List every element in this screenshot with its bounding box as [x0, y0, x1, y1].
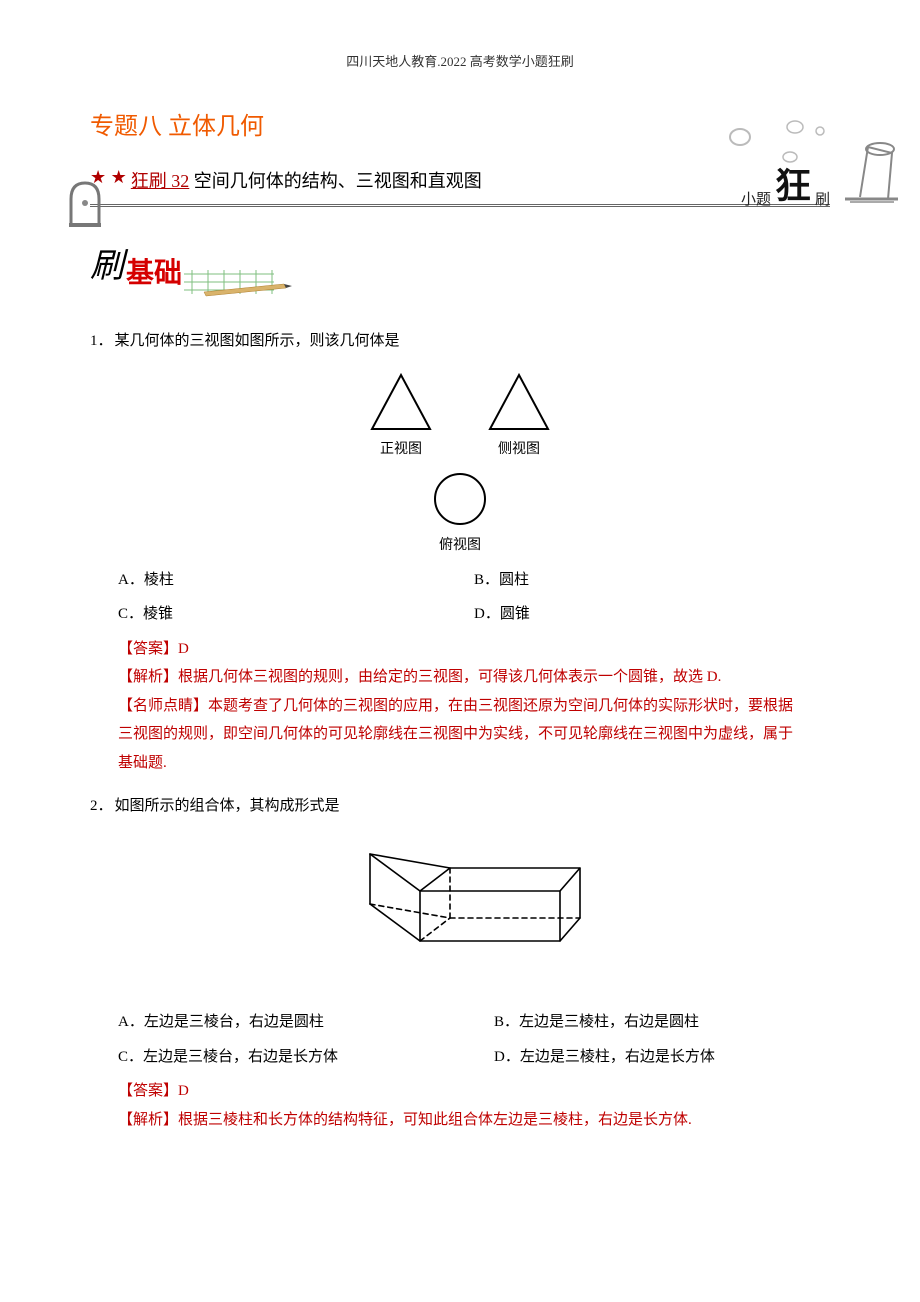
- side-view-triangle-icon: [484, 371, 554, 433]
- q1-answer: 【答案】D: [118, 635, 830, 664]
- page-header: 四川天地人教育.2022 高考数学小题狂刷: [90, 50, 830, 75]
- q2-opt-a: A．左边是三棱台，右边是圆柱: [118, 1008, 454, 1037]
- lamp-deco-icon: [720, 107, 900, 207]
- section-label: 刷 基础: [90, 235, 294, 300]
- q1-opt-d: D．圆锥: [474, 600, 830, 629]
- grid-pencil-icon: [184, 268, 294, 298]
- q2-figure: [90, 836, 830, 997]
- top-view-circle-icon: [430, 469, 490, 529]
- q2-answer: 【答案】D: [118, 1077, 830, 1106]
- q1-solution-4: 基础题.: [118, 749, 830, 778]
- q1-solution-2: 【名师点睛】本题考查了几何体的三视图的应用，在由三视图还原为空间几何体的实际形状…: [118, 692, 830, 721]
- q2-opt-b: B．左边是三棱柱，右边是圆柱: [494, 1008, 830, 1037]
- q1-solution-1: 【解析】根据几何体三视图的规则，由给定的三视图，可得该几何体表示一个圆锥，故选 …: [118, 663, 830, 692]
- subtitle-link: 狂刷 32: [131, 171, 190, 191]
- front-view-label: 正视图: [380, 437, 422, 464]
- q1-stem: 1．某几何体的三视图如图所示，则该几何体是: [90, 327, 830, 356]
- composite-solid-icon: [330, 836, 590, 986]
- q2-opt-c: C．左边是三棱台，右边是长方体: [118, 1043, 454, 1072]
- side-view-label: 侧视图: [498, 437, 540, 464]
- q1-solution-3: 三视图的规则，即空间几何体的可见轮廓线在三视图中为实线，不可见轮廓线在三视图中为…: [118, 720, 830, 749]
- q2-solution: 【解析】根据三棱柱和长方体的结构特征，可知此组合体左边是三棱柱，右边是长方体.: [118, 1106, 830, 1135]
- q1-figure: 正视图 侧视图 俯视图: [90, 371, 830, 560]
- arch-icon: [65, 177, 105, 227]
- front-view-triangle-icon: [366, 371, 436, 433]
- worksheet-header: ★ ★ 狂刷 32 空间几何体的结构、三视图和直观图 小题 狂 刷: [90, 162, 830, 198]
- question-2: 2．如图所示的组合体，其构成形式是 A．左边是三棱台，右边是圆柱 B．左边是三棱…: [90, 792, 830, 1134]
- worksheet-subtitle: 狂刷 32 空间几何体的结构、三视图和直观图: [131, 162, 482, 198]
- q2-options: A．左边是三棱台，右边是圆柱 B．左边是三棱柱，右边是圆柱 C．左边是三棱台，右…: [118, 1008, 830, 1071]
- q1-opt-b: B．圆柱: [474, 566, 830, 595]
- topic-title: 专题八 立体几何: [90, 105, 830, 151]
- q1-opt-c: C．棱锥: [118, 600, 474, 629]
- header-divider: [90, 204, 830, 207]
- section-char-brush: 刷: [90, 235, 124, 300]
- q1-options: A．棱柱 B．圆柱 C．棱锥 D．圆锥: [118, 566, 830, 629]
- q2-opt-d: D．左边是三棱柱，右边是长方体: [494, 1043, 830, 1072]
- section-red-chars: 基础: [126, 247, 182, 300]
- question-1: 1．某几何体的三视图如图所示，则该几何体是 正视图 侧视图 俯视图 A．棱柱 B…: [90, 327, 830, 777]
- q2-stem: 2．如图所示的组合体，其构成形式是: [90, 792, 830, 821]
- top-view-label: 俯视图: [439, 533, 481, 560]
- q1-opt-a: A．棱柱: [118, 566, 474, 595]
